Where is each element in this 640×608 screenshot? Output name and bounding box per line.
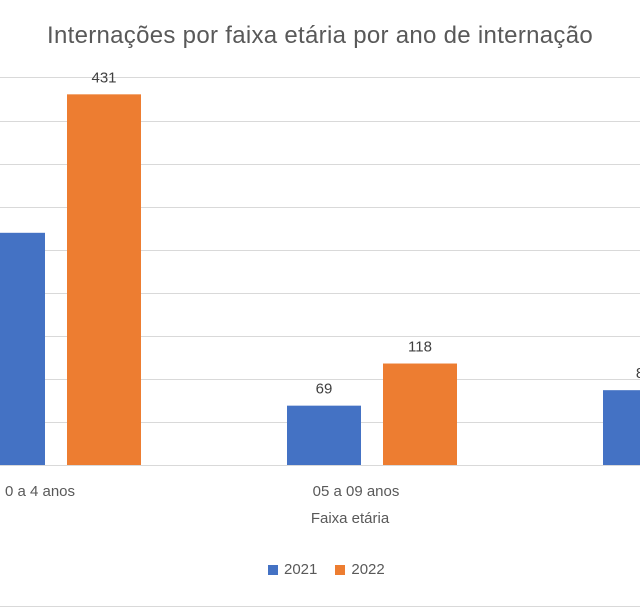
legend-item-2022: 2022 — [335, 561, 385, 578]
bar-2021-2 — [287, 405, 361, 465]
data-label-2021-3: 8 — [636, 365, 640, 382]
legend: 2021 2022 — [268, 561, 403, 578]
data-label-2022-1: 431 — [91, 69, 116, 86]
legend-swatch-2022 — [335, 564, 346, 575]
data-label-2021-2: 69 — [316, 381, 333, 398]
chart-top-border — [0, 77, 640, 78]
chart-bottom-border — [0, 606, 640, 607]
x-axis-title: Faixa etária — [310, 510, 390, 527]
legend-swatch-2021 — [268, 564, 278, 575]
x-tick-label-1: 0 a 4 anos — [5, 483, 75, 500]
x-tick-label-2: 05 a 09 anos — [313, 483, 400, 500]
legend-label-2021: 2021 — [284, 561, 318, 578]
chart-title: Internações por faixa etária por ano de … — [46, 22, 593, 49]
bar-2022-2 — [383, 363, 457, 465]
bar-2022-1 — [67, 94, 141, 465]
legend-item-2021: 2021 — [268, 561, 317, 578]
bar-2021-3 — [603, 390, 640, 465]
bar-2021-1 — [0, 232, 45, 465]
data-label-2022-2: 118 — [408, 339, 432, 356]
legend-label-2022: 2022 — [351, 561, 385, 578]
